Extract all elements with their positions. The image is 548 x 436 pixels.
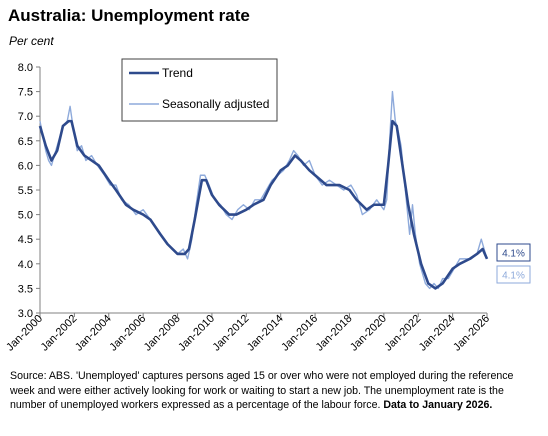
x-tick-label: Jan-2024 xyxy=(417,313,458,354)
x-tick-label: Jan-2010 xyxy=(176,313,217,354)
y-tick-label: 4.5 xyxy=(18,234,33,246)
y-tick-label: 4.0 xyxy=(18,259,33,271)
y-unit-label: Per cent xyxy=(9,34,54,48)
y-tick-label: 3.5 xyxy=(18,283,33,295)
x-tick-label: Jan-2020 xyxy=(348,313,389,354)
source-text: Source: ABS. 'Unemployed' captures perso… xyxy=(10,370,514,411)
x-tick-label: Jan-2004 xyxy=(73,313,114,354)
x-tick-label: Jan-2006 xyxy=(107,313,148,354)
x-tick-label: Jan-2022 xyxy=(382,313,423,354)
y-tick-label: 3.0 xyxy=(18,308,33,320)
legend-sa-label: Seasonally adjusted xyxy=(162,97,269,111)
y-tick-label: 7.0 xyxy=(18,111,33,123)
y-tick-label: 5.0 xyxy=(18,210,33,222)
sa-end-label: 4.1% xyxy=(502,271,525,282)
source-data-date: Data to January 2026. xyxy=(383,399,493,411)
sa-end-label-box xyxy=(496,265,531,284)
x-tick-label: Jan-2008 xyxy=(142,313,183,354)
trend-end-label: 4.1% xyxy=(502,249,525,260)
y-tick-label: 5.5 xyxy=(18,185,33,197)
x-tick-label: Jan-2016 xyxy=(279,313,320,354)
x-tick-label: Jan-2018 xyxy=(314,313,355,354)
x-tick-label: Jan-2014 xyxy=(245,313,286,354)
x-tick-label: Jan-2002 xyxy=(39,313,80,354)
y-tick-label: 6.5 xyxy=(18,136,33,148)
y-tick-label: 7.5 xyxy=(18,87,33,99)
trend-series-line xyxy=(38,119,489,290)
legend-box xyxy=(121,58,278,122)
trend-end-label-box xyxy=(496,243,531,262)
x-tick-label: Jan-2026 xyxy=(451,313,492,354)
chart-title: Australia: Unemployment rate xyxy=(8,6,250,25)
y-tick-label: 6.0 xyxy=(18,160,33,172)
source-note: Source: ABS. 'Unemployed' captures perso… xyxy=(10,369,540,413)
legend-trend-label: Trend xyxy=(162,66,193,80)
y-tick-label: 8.0 xyxy=(18,62,33,74)
x-tick-label: Jan-2012 xyxy=(211,313,252,354)
